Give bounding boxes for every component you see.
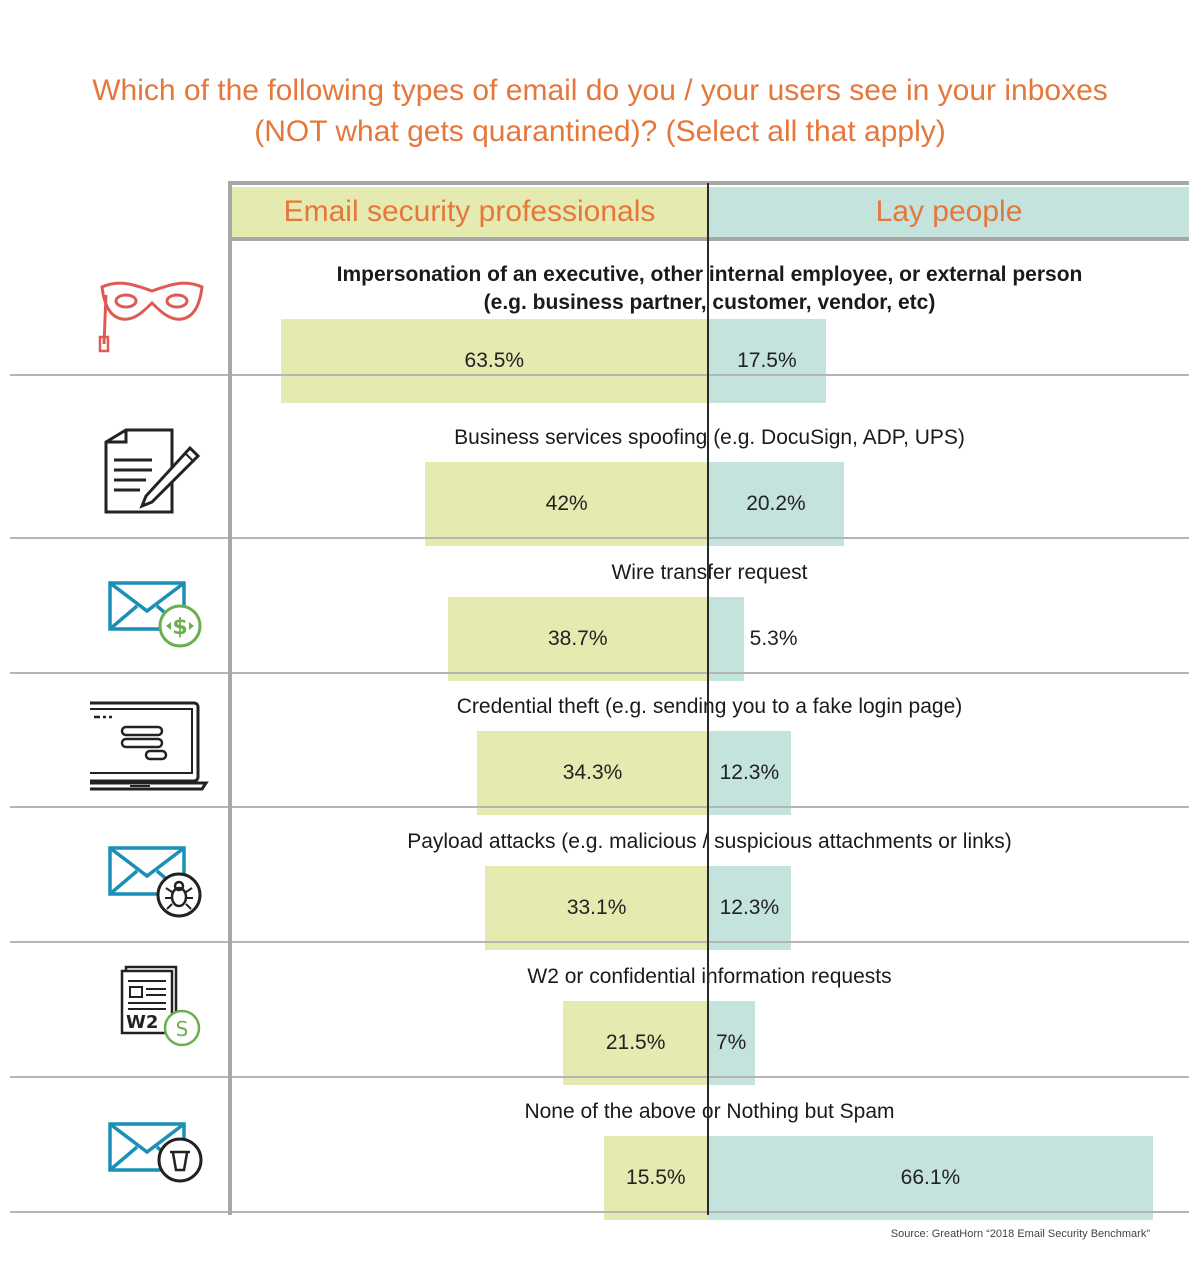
bar-professionals: 38.7%: [447, 597, 708, 681]
bar-lay-people: 20.2%: [708, 462, 844, 546]
bar-lay-people-label: 7%: [716, 1031, 747, 1054]
chart-title: Which of the following types of email do…: [0, 70, 1200, 152]
bar-lay-people: [708, 1001, 756, 1085]
bar-lay-people: 17.5%: [708, 319, 826, 403]
w2-coin-label: S: [176, 1017, 189, 1041]
center-axis-line: [707, 183, 709, 1215]
email-bug-icon: [90, 826, 220, 936]
row-divider: [10, 1211, 1189, 1213]
row-divider: [10, 941, 1189, 943]
source-note: Source: GreatHorn “2018 Email Security B…: [890, 1228, 1150, 1240]
svg-text:$: $: [172, 615, 187, 640]
bar-professionals: 15.5%: [603, 1136, 708, 1220]
category-label: Payload attacks (e.g. malicious / suspic…: [407, 830, 1012, 853]
email-trash-icon: [90, 1096, 220, 1206]
row-divider: [10, 374, 1189, 376]
bar-professionals: 34.3%: [477, 731, 708, 815]
row-divider: [10, 672, 1189, 674]
legend-professionals: Email security professionals: [232, 187, 707, 237]
bar-lay-people: [708, 597, 744, 681]
document-pen-icon: [90, 422, 220, 532]
category-label: Business services spoofing (e.g. DocuSig…: [454, 426, 965, 449]
legend-lay-people: Lay people: [709, 187, 1189, 237]
bar-professionals: 33.1%: [485, 866, 708, 950]
category-label: Wire transfer request: [611, 561, 808, 584]
category-label: Impersonation of an executive, other int…: [336, 263, 1083, 286]
bar-lay-people: 12.3%: [708, 731, 791, 815]
row-divider: [10, 806, 1189, 808]
laptop-login-icon: [71, 691, 220, 801]
category-label: None of the above or Nothing but Spam: [524, 1100, 895, 1123]
chart-title-line1: Which of the following types of email do…: [92, 74, 1108, 107]
category-label: W2 or confidential information requests: [527, 965, 892, 988]
bar-lay-people-label: 5.3%: [749, 627, 798, 650]
mask-icon: [90, 259, 220, 369]
bar-professionals: 21.5%: [563, 1001, 708, 1085]
icon-column-divider: [228, 181, 232, 1215]
row-divider: [10, 537, 1189, 539]
bar-lay-people: 12.3%: [708, 866, 791, 950]
category-label-line2: (e.g. business partner, customer, vendor…: [483, 291, 936, 314]
w2-form-icon: W2 S: [90, 961, 220, 1071]
bar-professionals: 42%: [425, 462, 708, 546]
bar-professionals: 63.5%: [280, 319, 708, 403]
chart-title-line2: (NOT what gets quarantined)? (Select all…: [254, 115, 946, 148]
email-money-icon: $: [90, 557, 220, 667]
bar-lay-people: 66.1%: [708, 1136, 1153, 1220]
row-divider: [10, 1076, 1189, 1078]
category-label: Credential theft (e.g. sending you to a …: [456, 695, 963, 718]
w2-label: W2: [126, 1012, 158, 1033]
legend-header: Email security professionals Lay people: [228, 183, 1189, 238]
